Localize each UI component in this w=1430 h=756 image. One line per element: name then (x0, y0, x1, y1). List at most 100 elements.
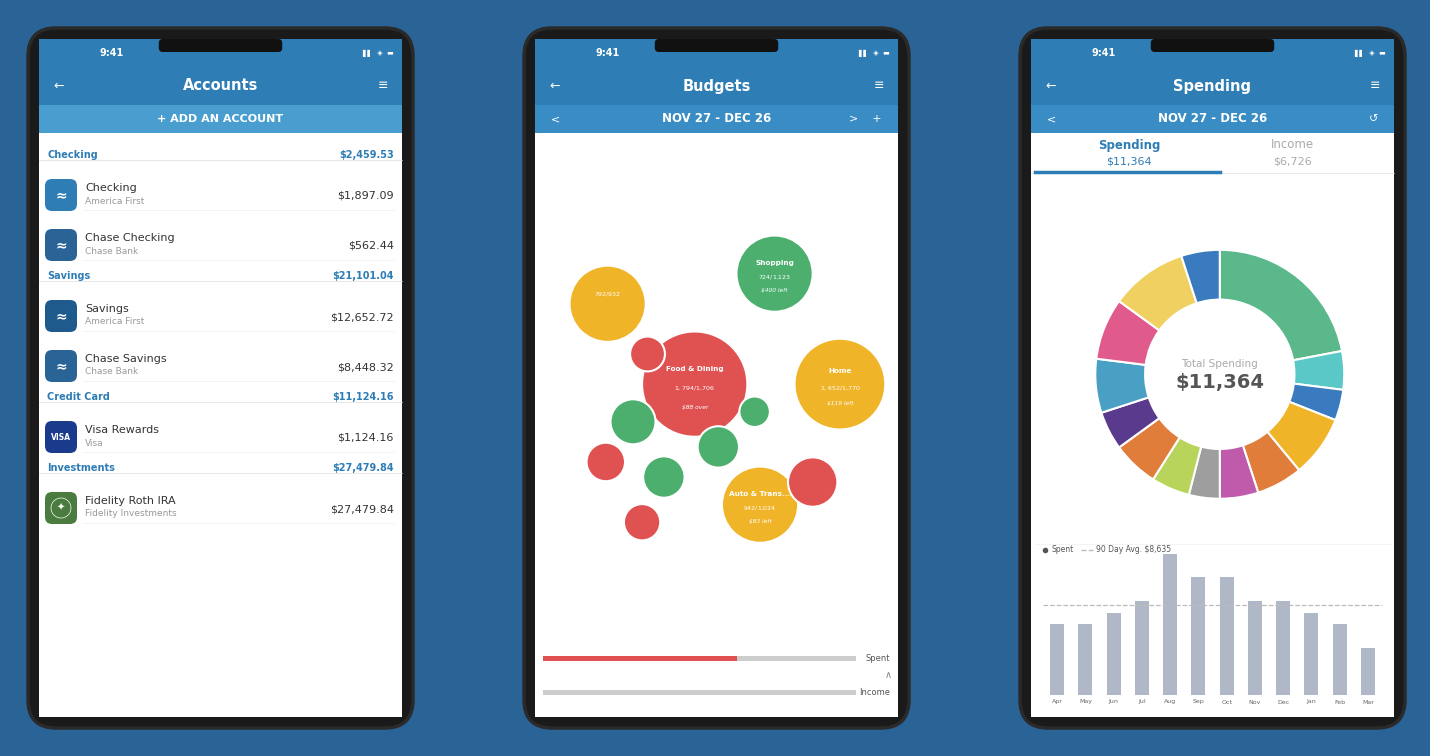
FancyBboxPatch shape (1020, 28, 1406, 728)
Wedge shape (1153, 437, 1201, 495)
Text: $1,124.16: $1,124.16 (337, 433, 395, 443)
Text: Dec: Dec (1277, 699, 1290, 705)
Bar (1031, 67, 1394, 105)
Bar (1163, 554, 1177, 695)
Text: <: < (551, 114, 561, 124)
Wedge shape (1097, 301, 1160, 365)
Text: NOV 27 - DEC 26: NOV 27 - DEC 26 (1158, 113, 1267, 125)
Wedge shape (1293, 351, 1344, 390)
Text: Fidelity Investments: Fidelity Investments (84, 510, 177, 519)
Bar (1078, 624, 1093, 695)
Text: Chase Bank: Chase Bank (84, 367, 139, 376)
Bar (39, 133, 402, 717)
FancyBboxPatch shape (535, 39, 898, 717)
Bar (39, 39, 402, 67)
Bar (1248, 601, 1261, 695)
Text: $562.44: $562.44 (347, 241, 395, 251)
Text: ↺: ↺ (1361, 114, 1379, 124)
Circle shape (788, 457, 838, 507)
Bar (543, 655, 736, 661)
Text: Chase Bank: Chase Bank (84, 246, 139, 256)
Text: ←: ← (53, 79, 63, 92)
Text: ✦: ✦ (57, 503, 64, 513)
FancyBboxPatch shape (1151, 39, 1274, 52)
Wedge shape (1120, 256, 1197, 330)
Text: Mar: Mar (1361, 699, 1374, 705)
Text: ▌▌  ◈  ▬: ▌▌ ◈ ▬ (1354, 49, 1386, 57)
Text: Income: Income (859, 688, 889, 697)
Text: Food & Dining: Food & Dining (666, 367, 724, 373)
Circle shape (698, 426, 739, 468)
FancyBboxPatch shape (44, 350, 77, 382)
Bar (1304, 612, 1318, 695)
Circle shape (631, 336, 665, 371)
Bar (535, 133, 898, 717)
Wedge shape (1188, 447, 1220, 499)
Text: Visa Rewards: Visa Rewards (84, 425, 159, 435)
Text: Accounts: Accounts (183, 79, 259, 94)
Bar (1135, 601, 1148, 695)
Text: ≡: ≡ (378, 79, 388, 92)
FancyBboxPatch shape (44, 179, 77, 211)
Circle shape (644, 457, 685, 497)
Wedge shape (1101, 398, 1160, 448)
Text: Jun: Jun (1108, 699, 1118, 705)
Text: $27,479.84: $27,479.84 (330, 504, 395, 514)
Text: Savings: Savings (47, 271, 90, 281)
Bar (1050, 624, 1064, 695)
Text: ≡: ≡ (874, 79, 884, 92)
Text: $12,652.72: $12,652.72 (330, 312, 395, 322)
Text: ≈: ≈ (56, 188, 67, 202)
Text: $724/$1,123: $724/$1,123 (758, 273, 791, 280)
Text: $88 over: $88 over (682, 404, 708, 409)
Bar (543, 655, 857, 661)
Text: Apr: Apr (1051, 699, 1062, 705)
Text: Total Spending: Total Spending (1181, 359, 1258, 369)
Text: ∧: ∧ (885, 671, 892, 680)
FancyBboxPatch shape (44, 421, 77, 453)
Text: ≈: ≈ (56, 359, 67, 373)
Text: NOV 27 - DEC 26: NOV 27 - DEC 26 (662, 113, 771, 125)
Text: Sep: Sep (1193, 699, 1204, 705)
Text: May: May (1078, 699, 1093, 705)
Text: Checking: Checking (47, 150, 97, 160)
Bar (1107, 612, 1121, 695)
Text: Spending: Spending (1098, 138, 1160, 151)
Text: Spending: Spending (1174, 79, 1251, 94)
Circle shape (569, 265, 646, 342)
Text: Chase Savings: Chase Savings (84, 354, 167, 364)
Circle shape (623, 504, 661, 541)
Text: ▌▌  ◈  ▬: ▌▌ ◈ ▬ (858, 49, 889, 57)
Text: Fidelity Roth IRA: Fidelity Roth IRA (84, 496, 176, 506)
Bar (1031, 173, 1394, 717)
Text: $2,459.53: $2,459.53 (339, 150, 395, 160)
Circle shape (795, 339, 885, 429)
Wedge shape (1095, 358, 1148, 413)
Text: $792/$932: $792/$932 (593, 290, 621, 298)
Wedge shape (1181, 249, 1220, 303)
Text: 9:41: 9:41 (1091, 48, 1115, 58)
Circle shape (736, 236, 812, 311)
FancyBboxPatch shape (44, 492, 77, 524)
Bar (543, 690, 857, 695)
Text: Nov: Nov (1248, 699, 1261, 705)
Text: ←: ← (1045, 79, 1055, 92)
FancyBboxPatch shape (44, 229, 77, 261)
Bar (1031, 39, 1394, 67)
Bar (1031, 133, 1394, 173)
Text: $8,448.32: $8,448.32 (337, 362, 395, 372)
Text: $6,726: $6,726 (1273, 156, 1311, 167)
Text: $1,652/$1,770: $1,652/$1,770 (819, 384, 861, 392)
Wedge shape (1120, 418, 1180, 479)
Text: Jan: Jan (1307, 699, 1316, 705)
Text: <: < (1047, 114, 1057, 124)
Text: $119 left: $119 left (827, 401, 854, 406)
Text: Visa: Visa (84, 438, 103, 448)
Text: $11,124.16: $11,124.16 (333, 392, 395, 402)
Text: ▌▌  ◈  ▬: ▌▌ ◈ ▬ (362, 49, 395, 57)
Bar (39, 67, 402, 105)
Circle shape (51, 498, 72, 518)
Circle shape (642, 331, 748, 437)
Circle shape (739, 396, 769, 427)
Bar (1333, 624, 1347, 695)
